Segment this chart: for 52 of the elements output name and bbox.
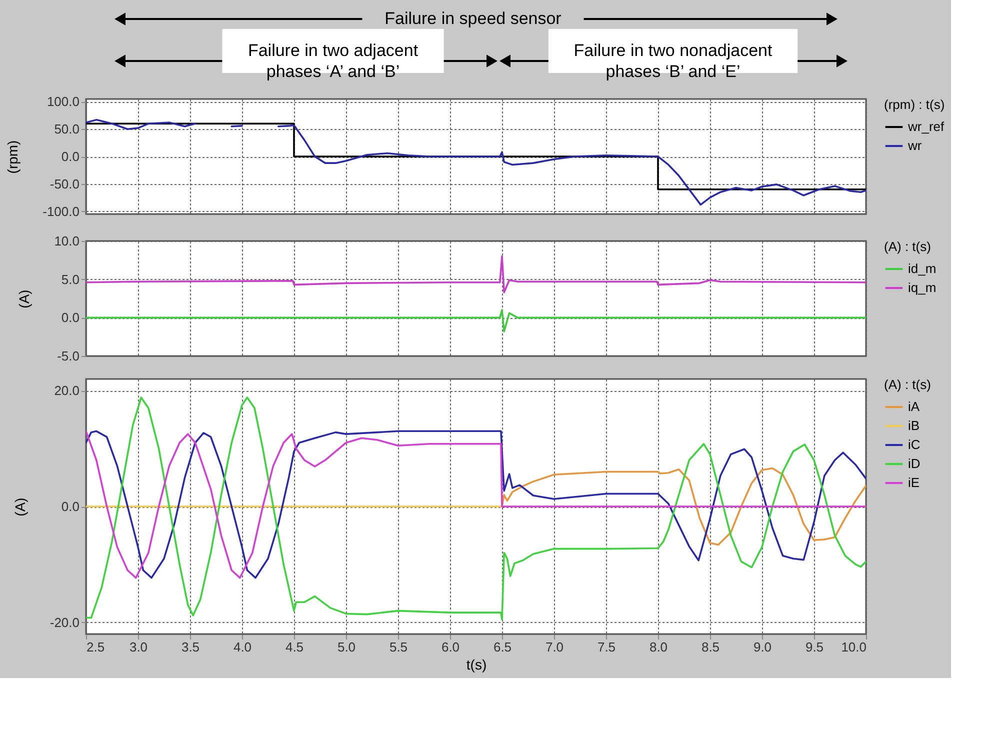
y-axis-title: (A)	[16, 290, 32, 308]
legend-label: iB	[908, 418, 920, 433]
line-series	[86, 309, 866, 332]
line-series	[501, 467, 866, 546]
y-tick-label: -20.0	[50, 614, 80, 630]
x-tick-label: 3.5	[181, 640, 200, 654]
x-tick-label: 4.0	[233, 640, 252, 654]
y-tick-label: 100.0	[46, 94, 80, 110]
x-tick-label: 6.0	[441, 640, 460, 654]
legend-label: id_m	[908, 261, 936, 276]
x-tick-label: 4.5	[285, 640, 304, 654]
x-tick-label: 7.5	[597, 640, 616, 654]
y-tick-label: -100.0	[42, 204, 80, 219]
x-tick-label: 2.5	[86, 640, 105, 654]
x-tick-label: 6.5	[493, 640, 512, 654]
y-tick-label: 0.0	[61, 310, 80, 326]
legend-title: (A) : t(s)	[884, 239, 931, 254]
x-tick-label: 5.0	[337, 640, 356, 654]
text: Failure in two adjacent phases ‘A’ and ‘B’	[248, 41, 418, 81]
x-tick-label: 8.5	[701, 640, 720, 654]
y-tick-label: 5.0	[61, 272, 80, 287]
y-tick-label: 20.0	[54, 383, 80, 398]
y-tick-label: 50.0	[54, 122, 80, 137]
text: Failure in two nonadjacent phases ‘B’ and ‘E’	[574, 41, 772, 81]
x-tick-label: 9.0	[753, 640, 772, 654]
legend-label: wr_ref	[907, 119, 945, 134]
legend-label: iA	[908, 399, 920, 414]
legend-title: (rpm) : t(s)	[884, 97, 945, 112]
y-tick-label: 10.0	[54, 234, 80, 248]
legend-label: iD	[908, 456, 920, 471]
text: Failure in speed sensor	[384, 9, 562, 28]
y-tick-label: -5.0	[57, 348, 80, 364]
x-axis-title: t(s)	[466, 656, 487, 672]
line-series	[86, 255, 866, 294]
legend-title: (A) : t(s)	[884, 377, 931, 392]
y-tick-label: -50.0	[50, 176, 80, 192]
x-tick-label: 9.5	[805, 640, 824, 654]
x-tick-label: 5.5	[389, 640, 408, 654]
legend-label: iC	[908, 437, 920, 452]
x-tick-label: 8.0	[649, 640, 668, 654]
x-tick-label: 7.0	[545, 640, 564, 654]
legend-label: iE	[908, 475, 920, 490]
legend-label: wr	[907, 138, 922, 153]
y-tick-label: 0.0	[61, 499, 80, 514]
y-axis-title: (A)	[12, 498, 28, 516]
line-series	[86, 430, 866, 579]
legend-label: iq_m	[908, 280, 936, 295]
y-tick-label: 0.0	[61, 149, 80, 164]
y-axis-title: (rpm)	[4, 140, 21, 174]
x-tick-label: 10.0	[841, 640, 866, 654]
line-series	[86, 396, 866, 620]
x-tick-label: 3.0	[129, 640, 148, 654]
